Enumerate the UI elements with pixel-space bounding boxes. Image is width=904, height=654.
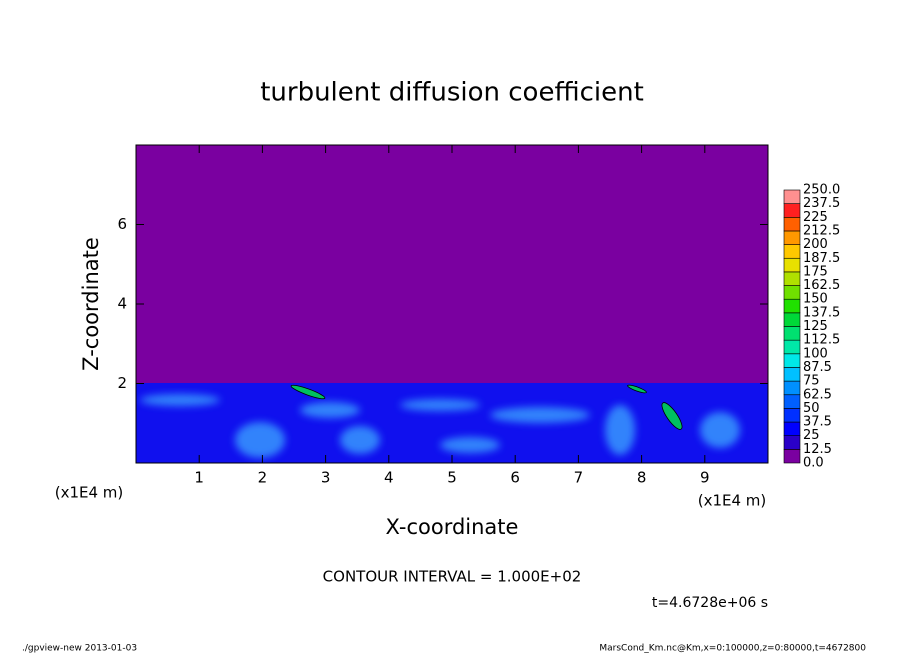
x-unit-right: (x1E4 m) xyxy=(698,492,767,510)
colorbar-label: 150 xyxy=(803,292,828,307)
colorbar-band xyxy=(783,353,801,368)
footer-right: MarsCond_Km.nc@Km,x=0:100000,z=0:80000,t… xyxy=(599,644,866,654)
colorbar-label: 125 xyxy=(803,319,828,334)
colorbar-label: 25 xyxy=(803,428,820,443)
colorbar-band xyxy=(783,257,801,273)
colorbar-band xyxy=(783,339,801,355)
contour-interval: CONTOUR INTERVAL = 1.000E+02 xyxy=(323,568,582,586)
colorbar-band xyxy=(783,380,801,396)
colorbar-band xyxy=(783,244,801,259)
x-tick-label: 9 xyxy=(700,469,710,487)
colorbar-label: 75 xyxy=(803,374,820,389)
colorbar-label: 200 xyxy=(803,237,828,252)
chart-title: turbulent diffusion coefficient xyxy=(260,78,644,108)
colorbar-band xyxy=(783,271,801,286)
colorbar-label: 237.5 xyxy=(803,196,840,211)
colorbar-label: 187.5 xyxy=(803,251,840,266)
colorbar-band xyxy=(783,394,801,409)
colorbar-band xyxy=(783,449,801,464)
colorbar-band xyxy=(783,312,801,327)
colorbar-band xyxy=(783,298,801,314)
colorbar-label: 100 xyxy=(803,346,828,361)
y-tick-label: 6 xyxy=(117,215,127,233)
colorbar-label: 137.5 xyxy=(803,305,840,320)
x-tick-label: 7 xyxy=(574,469,584,487)
x-tick-label: 1 xyxy=(194,469,204,487)
colorbar-band xyxy=(783,435,801,450)
x-tick-label: 5 xyxy=(447,469,457,487)
colorbar-label: 12.5 xyxy=(803,442,832,457)
colorbar-label: 0.0 xyxy=(803,456,824,471)
colorbar-band xyxy=(783,326,801,341)
colorbar-band xyxy=(783,285,801,300)
x-tick-label: 3 xyxy=(321,469,331,487)
x-unit: (x1E4 m) xyxy=(55,484,124,502)
colorbar-label: 162.5 xyxy=(803,278,840,293)
colorbar-band xyxy=(783,230,801,245)
colorbar-label: 225 xyxy=(803,210,828,225)
time-label: t=4.6728e+06 s xyxy=(652,595,768,611)
colorbar-label: 62.5 xyxy=(803,387,832,402)
x-tick-label: 4 xyxy=(384,469,394,487)
x-tick-label: 2 xyxy=(258,469,268,487)
colorbar-band xyxy=(783,189,801,204)
colorbar-band xyxy=(783,203,801,218)
x-axis-label: X-coordinate xyxy=(386,515,519,539)
colorbar-label: 37.5 xyxy=(803,415,832,430)
y-axis-label: Z-coordinate xyxy=(79,237,103,371)
colorbar-band xyxy=(783,367,801,382)
colorbar-band xyxy=(783,217,801,232)
colorbar-label: 175 xyxy=(803,264,828,279)
colorbar-label: 250.0 xyxy=(803,183,840,198)
colorbar-band xyxy=(783,421,801,436)
y-tick-label: 2 xyxy=(117,374,127,392)
contour-field xyxy=(136,145,768,463)
y-tick-label: 4 xyxy=(117,295,127,313)
colorbar-label: 112.5 xyxy=(803,333,840,348)
colorbar-label: 87.5 xyxy=(803,360,832,375)
footer-left: ./gpview-new 2013-01-03 xyxy=(22,644,137,654)
colorbar-label: 50 xyxy=(803,401,820,416)
x-tick-label: 6 xyxy=(510,469,520,487)
x-tick-label: 8 xyxy=(637,469,647,487)
colorbar-label: 212.5 xyxy=(803,223,840,238)
colorbar-band xyxy=(783,408,801,423)
